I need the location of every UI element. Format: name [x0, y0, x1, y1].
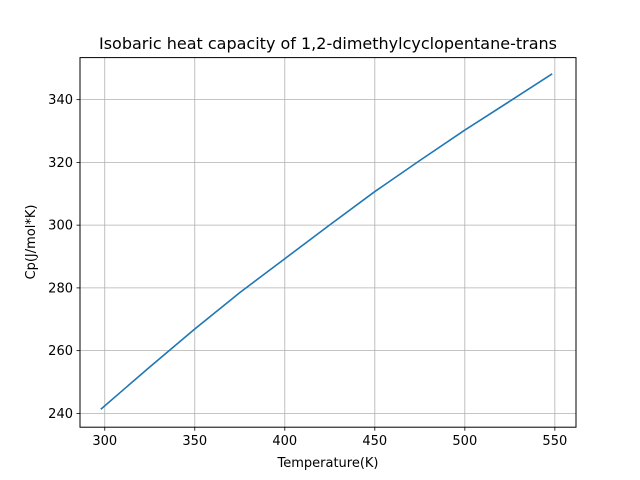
y-tick-label: 300: [48, 219, 73, 234]
y-tick-label: 240: [48, 407, 73, 422]
y-tick-label: 280: [48, 281, 73, 296]
x-tick-label: 500: [452, 434, 477, 449]
x-tick-label: 300: [92, 434, 117, 449]
plot-series: [100, 73, 553, 410]
x-tick-label: 450: [362, 434, 387, 449]
y-tick-label: 260: [48, 344, 73, 359]
y-axis-ticks: 240 260 280 300 320 340: [48, 93, 80, 422]
series-line: [100, 73, 553, 410]
x-tick-label: 400: [272, 434, 297, 449]
y-tick-label: 340: [48, 93, 73, 108]
y-tick-label: 320: [48, 156, 73, 171]
plot-frame: [79, 57, 577, 428]
grid-lines: [80, 57, 576, 428]
x-tick-label: 550: [542, 434, 567, 449]
x-tick-label: 350: [182, 434, 207, 449]
chart-title: Isobaric heat capacity of 1,2-dimethylcy…: [99, 34, 557, 53]
y-axis-label: Cp(J/mol*K): [24, 205, 39, 280]
x-axis-label: Temperature(K): [276, 456, 378, 471]
x-axis-ticks: 300 350 400 450 500 550: [92, 427, 567, 449]
